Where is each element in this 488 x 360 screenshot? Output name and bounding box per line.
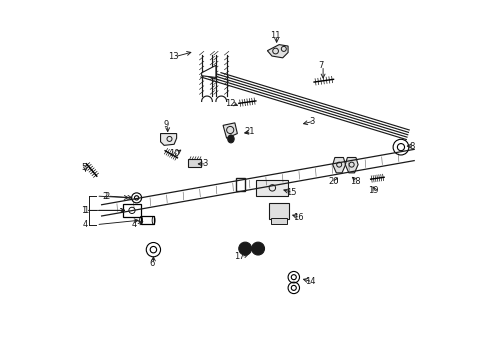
Bar <box>188 159 201 167</box>
Text: 4: 4 <box>131 220 136 229</box>
Text: 2: 2 <box>104 192 109 201</box>
Text: 5: 5 <box>81 163 86 172</box>
Text: 1: 1 <box>83 206 88 215</box>
Bar <box>123 204 140 217</box>
Ellipse shape <box>227 135 234 143</box>
Text: 19: 19 <box>367 186 378 195</box>
Text: 21: 21 <box>244 127 255 136</box>
Bar <box>256 180 288 196</box>
Text: 4: 4 <box>83 220 88 229</box>
Circle shape <box>251 242 264 255</box>
Text: 11: 11 <box>269 31 280 40</box>
Polygon shape <box>160 134 176 145</box>
Text: 18: 18 <box>349 177 360 186</box>
Text: 3: 3 <box>202 159 207 168</box>
Polygon shape <box>201 65 216 77</box>
Text: 20: 20 <box>328 177 338 186</box>
Polygon shape <box>332 157 345 173</box>
Bar <box>141 216 153 224</box>
Polygon shape <box>223 123 237 138</box>
Bar <box>270 218 286 224</box>
Text: 13: 13 <box>167 52 178 61</box>
Bar <box>236 178 245 192</box>
Text: 9: 9 <box>163 120 168 129</box>
Text: 3: 3 <box>309 117 314 126</box>
Text: 14: 14 <box>305 277 315 286</box>
Text: 8: 8 <box>409 141 414 150</box>
Text: 12: 12 <box>224 99 235 108</box>
Polygon shape <box>345 157 357 173</box>
Text: 16: 16 <box>292 213 303 222</box>
Text: 7: 7 <box>318 61 324 70</box>
Text: 15: 15 <box>285 188 296 197</box>
Text: 10: 10 <box>169 149 180 158</box>
Bar <box>268 203 288 219</box>
Text: 2: 2 <box>102 192 107 201</box>
Text: 6: 6 <box>149 260 154 269</box>
Circle shape <box>238 242 251 255</box>
Text: 17: 17 <box>233 252 244 261</box>
Polygon shape <box>267 45 287 58</box>
Text: 1: 1 <box>81 206 86 215</box>
